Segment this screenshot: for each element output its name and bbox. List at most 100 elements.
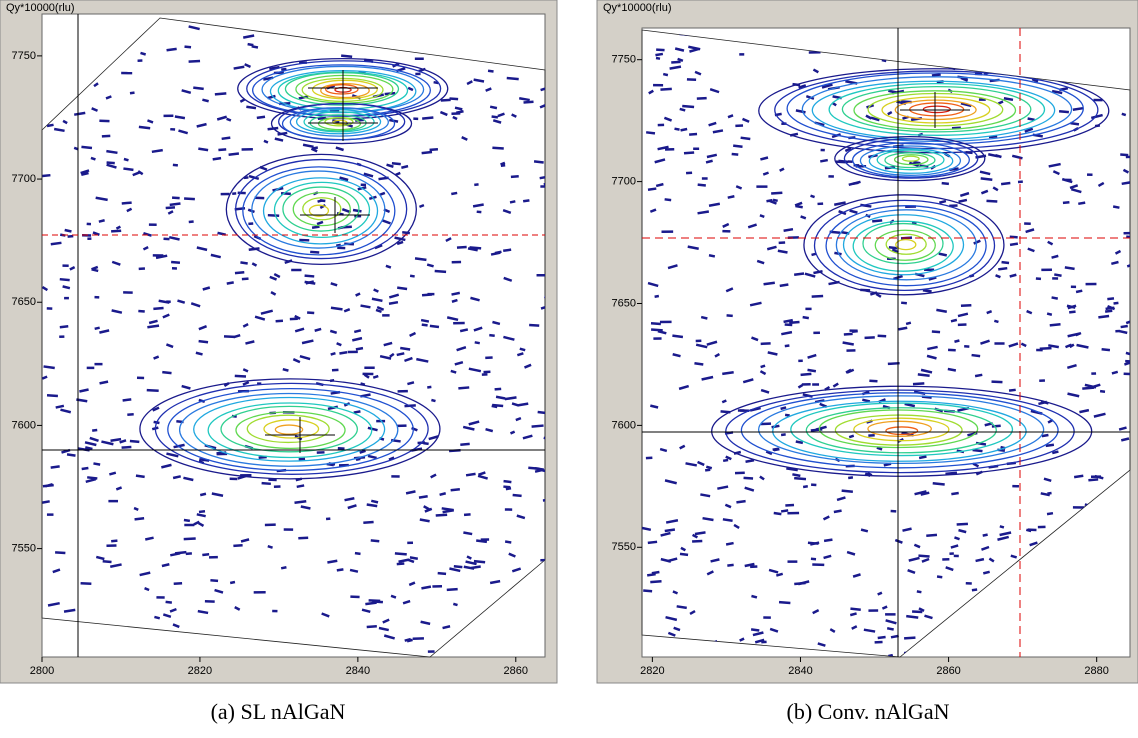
noise-contour	[792, 473, 801, 478]
noise-contour	[122, 398, 132, 402]
noise-contour	[1111, 260, 1119, 266]
noise-contour	[267, 544, 273, 549]
x-tick-label: 2860	[936, 665, 960, 677]
noise-contour	[427, 385, 432, 389]
noise-contour	[650, 580, 662, 584]
noise-contour	[708, 121, 717, 127]
noise-contour	[926, 533, 938, 537]
noise-contour	[891, 248, 899, 254]
noise-contour	[162, 613, 172, 618]
noise-contour	[1026, 309, 1033, 315]
noise-contour	[802, 485, 808, 489]
noise-contour	[360, 382, 366, 386]
contour	[841, 85, 1032, 133]
noise-contour	[509, 200, 516, 204]
noise-contour	[489, 333, 495, 338]
map-boundary	[641, 29, 1131, 658]
noise-contour	[657, 145, 669, 151]
noise-contour	[462, 425, 475, 431]
noise-contour	[242, 34, 255, 39]
noise-contour	[875, 292, 882, 298]
noise-contour	[244, 63, 251, 68]
noise-contour	[912, 382, 925, 386]
noise-contour	[888, 246, 898, 250]
noise-contour	[845, 368, 852, 374]
noise-contour	[93, 82, 99, 88]
noise-contour	[221, 136, 231, 141]
noise-contour	[210, 253, 222, 259]
noise-contour	[908, 556, 920, 562]
noise-contour	[60, 408, 72, 414]
noise-contour	[198, 510, 206, 514]
noise-contour	[341, 54, 353, 58]
noise-contour	[92, 231, 100, 236]
noise-contour	[800, 372, 812, 377]
noise-contour	[383, 341, 393, 347]
noise-contour	[121, 201, 132, 205]
noise-contour	[1114, 249, 1122, 255]
noise-contour	[680, 546, 686, 552]
noise-contour	[336, 212, 344, 216]
noise-contour	[226, 281, 234, 285]
x-tick-label: 2840	[346, 665, 370, 677]
noise-contour	[263, 139, 269, 144]
noise-contour	[59, 277, 70, 282]
noise-contour	[777, 249, 788, 254]
noise-contour	[197, 522, 205, 527]
noise-contour	[445, 237, 452, 243]
noise-contour	[371, 297, 383, 303]
contour	[834, 135, 986, 182]
noise-contour	[351, 336, 363, 342]
noise-contour	[439, 110, 448, 117]
noise-contour	[355, 292, 361, 297]
noise-contour	[518, 402, 529, 407]
noise-contour	[1001, 260, 1010, 265]
noise-contour	[161, 563, 170, 568]
noise-contour	[335, 243, 341, 247]
noise-contour	[198, 339, 209, 344]
contour	[220, 405, 359, 453]
noise-contour	[823, 538, 833, 543]
noise-contour	[981, 545, 990, 551]
noise-contour	[995, 274, 1001, 279]
noise-contour	[752, 631, 764, 637]
noise-contour	[980, 339, 990, 345]
noise-contour	[951, 491, 959, 496]
noise-contour	[142, 245, 149, 251]
contour	[868, 148, 954, 174]
noise-contour	[1126, 235, 1130, 239]
noise-contour	[452, 115, 458, 121]
noise-contour	[812, 68, 819, 74]
noise-contour	[881, 58, 887, 63]
contour	[894, 99, 977, 121]
noise-contour	[138, 125, 151, 130]
noise-contour	[714, 352, 721, 358]
noise-contour	[795, 109, 806, 114]
noise-contour	[466, 555, 472, 560]
noise-contour	[742, 378, 754, 384]
noise-contour	[242, 323, 249, 328]
noise-contour	[1111, 370, 1119, 375]
noise-contour	[739, 637, 745, 642]
noise-contour	[1104, 309, 1113, 313]
noise-contour	[233, 334, 241, 339]
noise-contour	[1069, 184, 1079, 190]
noise-contour	[304, 274, 315, 278]
noise-contour	[394, 552, 407, 556]
noise-contour	[1067, 332, 1080, 338]
noise-contour	[971, 353, 981, 358]
noise-contour	[115, 225, 121, 230]
noise-contour	[106, 163, 117, 169]
noise-contour	[339, 176, 349, 182]
noise-contour	[1072, 106, 1084, 111]
noise-contour	[467, 247, 478, 252]
noise-contour	[451, 191, 458, 196]
noise-contour	[260, 309, 274, 315]
noise-contour	[643, 589, 653, 593]
noise-contour	[256, 115, 266, 120]
noise-contour	[1107, 304, 1116, 311]
noise-contour	[453, 565, 463, 569]
noise-contour	[396, 240, 404, 246]
contour	[825, 205, 987, 287]
noise-contour	[986, 309, 993, 315]
